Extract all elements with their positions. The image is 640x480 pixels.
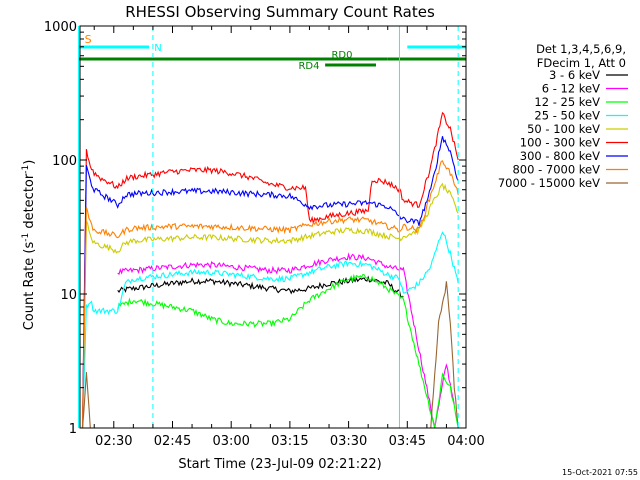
legend-item-label: 25 - 50 keV (534, 109, 600, 123)
marker-layer: S N RD0 RD4 (78, 33, 466, 72)
legend: Det 1,3,4,5,6,9, FDecim 1, Att 0 3 - 6 k… (498, 42, 628, 190)
series-line-8 (81, 281, 459, 429)
legend-item-label: 12 - 25 keV (534, 95, 600, 109)
y-tick-label: 10 (60, 288, 77, 303)
legend-item-label: 7000 - 15000 keV (498, 176, 600, 190)
series-line-5 (81, 111, 459, 429)
y-tick-label: 1000 (44, 20, 77, 35)
x-tick-label: 03:00 (212, 434, 249, 449)
x-tick-label: 02:45 (154, 434, 191, 449)
y-axis-label-end: ) (22, 160, 37, 165)
legend-item-label: 100 - 300 keV (520, 136, 600, 150)
timestamp: 15-Oct-2021 07:55 (562, 468, 638, 477)
x-axis-label: Start Time (23-Jul-09 02:21:22) (178, 457, 381, 472)
series-line-4 (81, 182, 459, 429)
y-axis-label-sup1: -1 (21, 233, 31, 242)
legend-header-2: FDecim 1, Att 0 (537, 56, 626, 70)
vline-layer (78, 26, 459, 428)
marker-label-s: S (85, 33, 92, 46)
axis-layer: 1 10 100 1000 02:30 02:45 03:00 03:15 03:30 03:45… (44, 20, 485, 449)
series-line-1 (117, 252, 455, 429)
x-tick-label: 03:15 (271, 434, 308, 449)
y-axis-label: Count Rate (s-1 detector-1) (21, 160, 37, 331)
x-tick-label: 03:30 (330, 434, 367, 449)
series-line-2 (117, 273, 459, 429)
series-line-6 (81, 136, 459, 429)
chart-title: RHESSI Observing Summary Count Rates (125, 3, 435, 21)
x-tick-label: 02:30 (95, 434, 132, 449)
x-tick-label: 04:00 (447, 434, 484, 449)
series-layer (81, 111, 459, 429)
marker-label: RD0 (331, 50, 352, 61)
legend-item-label: 50 - 100 keV (527, 122, 600, 136)
series-line-3 (81, 231, 459, 429)
legend-item-label: 800 - 7000 keV (512, 163, 600, 177)
marker-label: RD4 (298, 61, 319, 72)
legend-item-label: 300 - 800 keV (520, 149, 600, 163)
x-tick-label: 03:45 (389, 434, 426, 449)
legend-item-label: 3 - 6 keV (549, 68, 600, 82)
plot-frame (79, 25, 467, 429)
series-line-7 (81, 160, 459, 429)
series-line-0 (117, 275, 404, 299)
legend-item-label: 6 - 12 keV (542, 82, 600, 96)
y-axis-label-main: Count Rate (s (22, 242, 37, 331)
y-axis-label-sup2: -1 (21, 165, 31, 174)
y-axis-label-mid: detector (22, 173, 37, 233)
y-tick-label: 100 (52, 154, 77, 169)
y-tick-label: 1 (69, 422, 77, 437)
marker-label: N (154, 43, 161, 54)
legend-header-1: Det 1,3,4,5,6,9, (536, 42, 626, 56)
